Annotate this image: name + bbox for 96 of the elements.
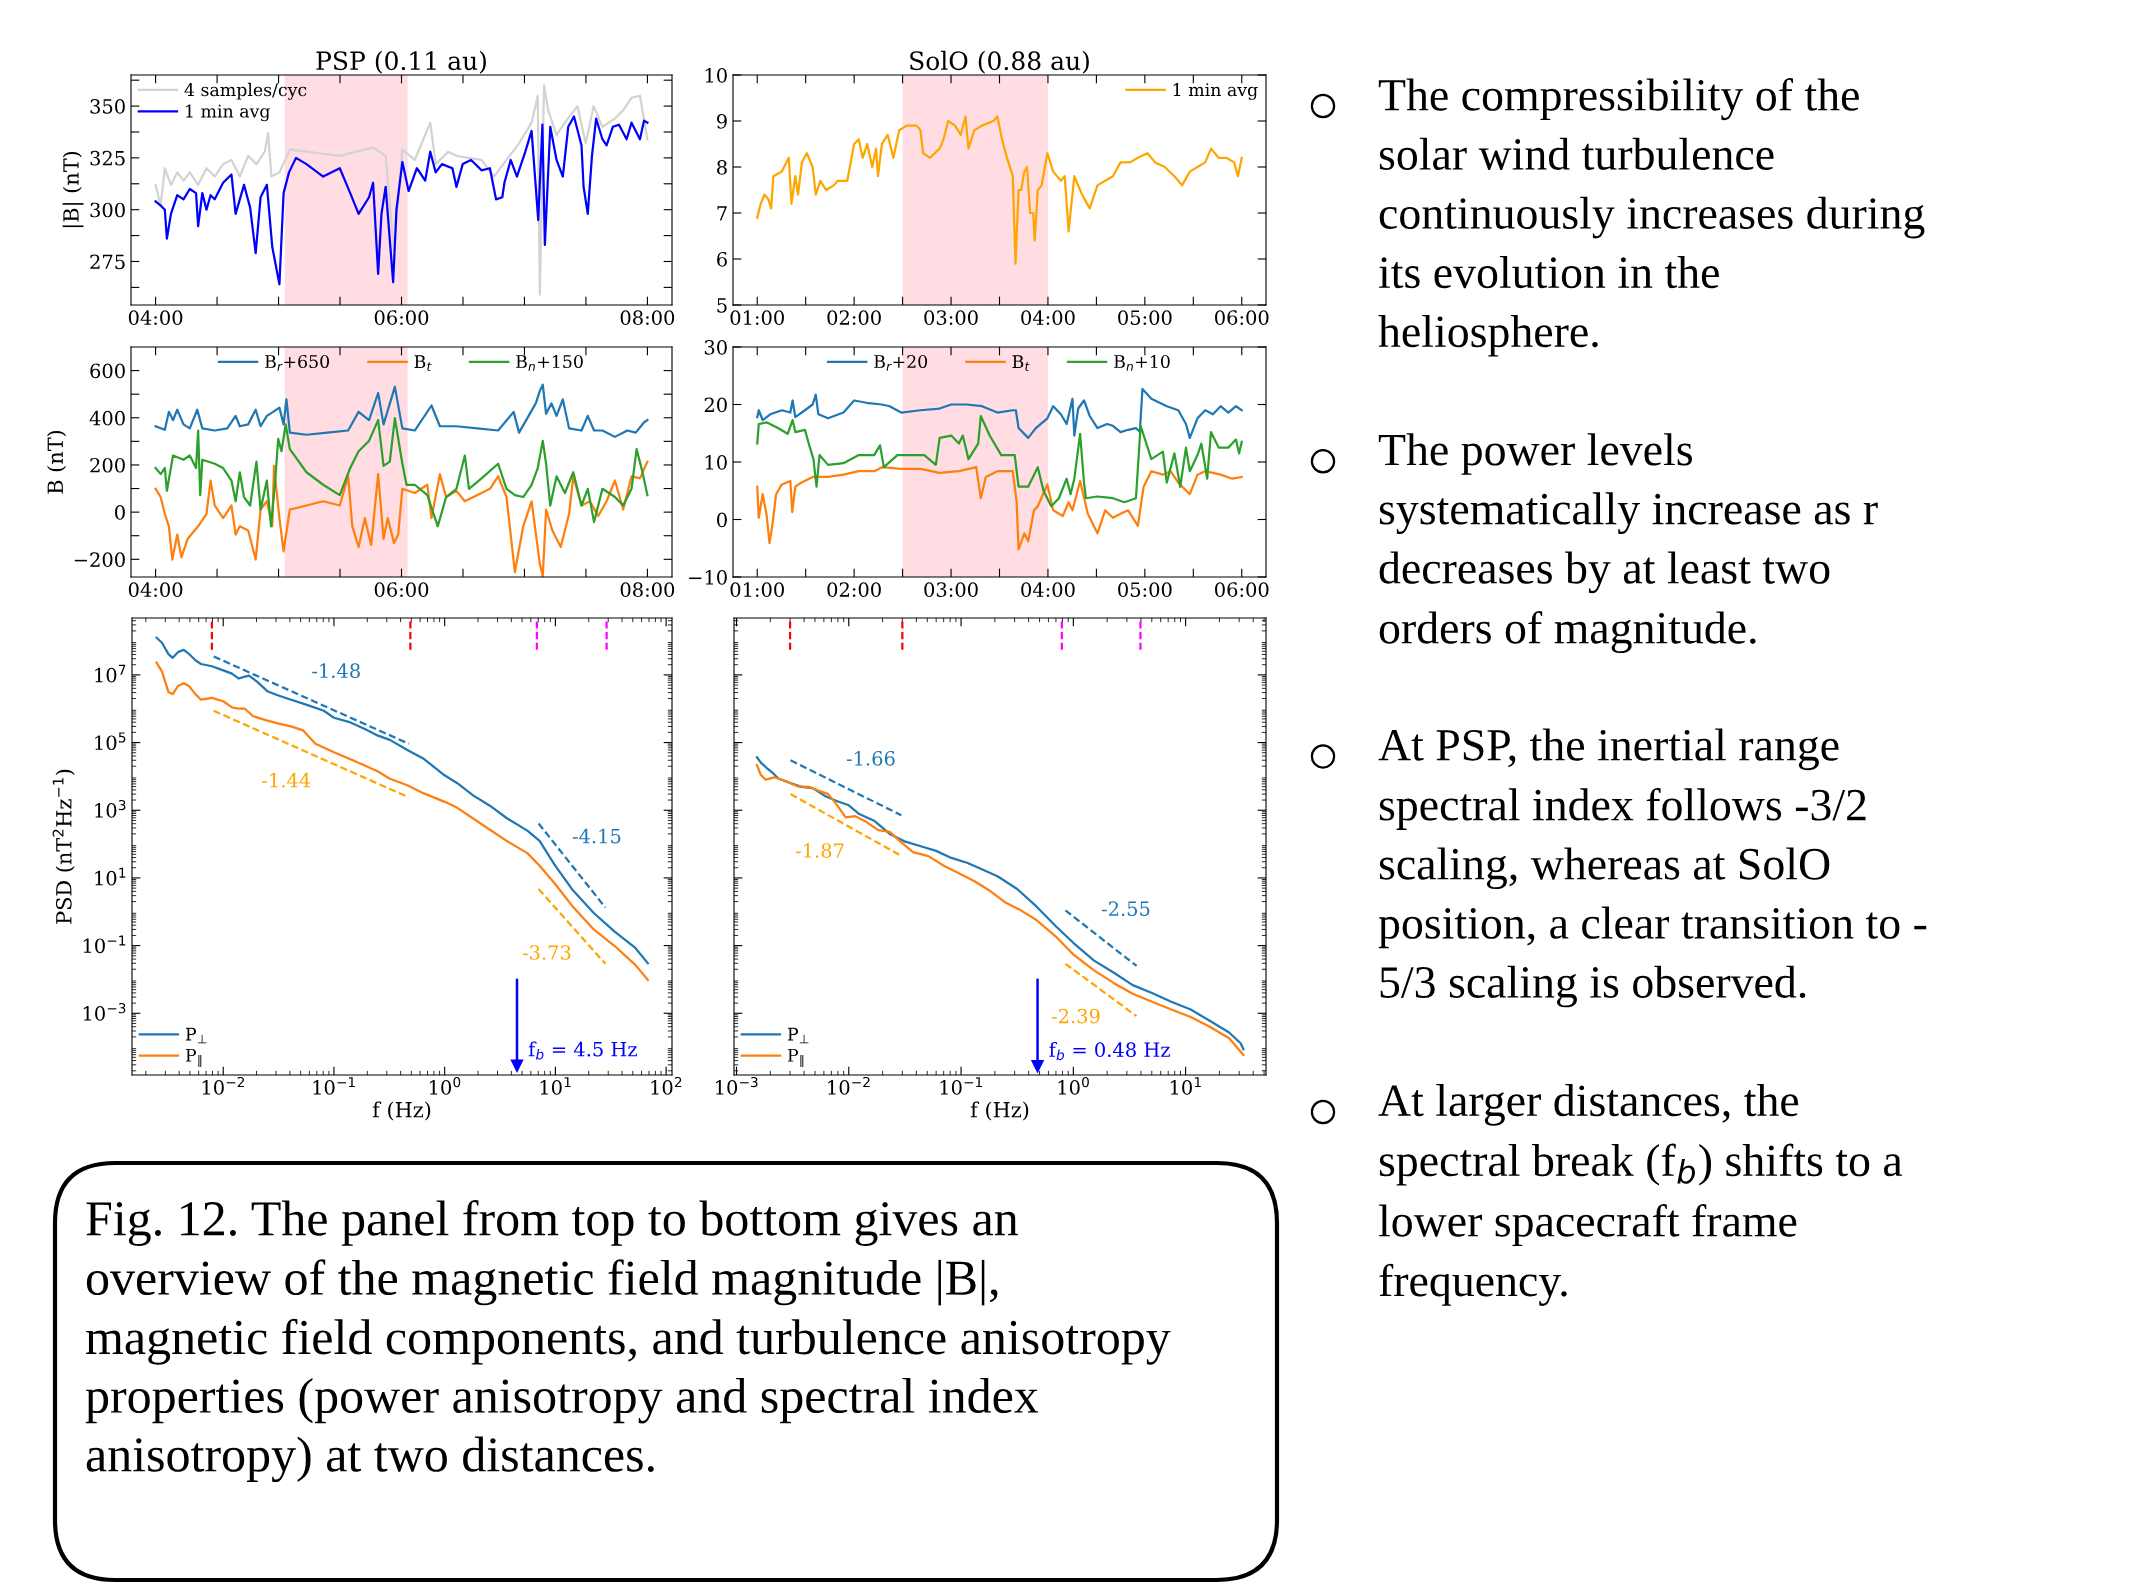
chart-title: SolO (0.88 au) [910,50,1089,74]
x-tick-label: 03:00 [924,582,978,597]
x-tick-label: 10$^{1}$ [1170,1077,1201,1095]
line-series [154,84,649,296]
x-tick-label: 10$^{0}$ [429,1076,461,1095]
legend-label: P$_{∥}$ [185,1048,202,1068]
y-tick-label: 9 [716,113,727,129]
x-tick-label: 05:00 [1118,582,1172,597]
annotation: -2.55 [1101,901,1150,917]
line-series [756,414,1243,508]
y-tick-label: 7 [717,206,727,221]
chart-title: PSP (0.11 au) [316,50,486,74]
x-tick-label: 01:00 [730,310,784,325]
legend-label: B$_{n}$+10 [1114,354,1170,371]
y-tick-label: 400 [89,410,125,426]
annotation: -1.44 [262,772,311,788]
x-tick-label: 04:00 [1021,310,1075,325]
x-tick-label: 10$^{−1}$ [313,1077,355,1095]
x-tick-label: 08:00 [620,310,675,325]
x-tick-label: 10$^{−2}$ [828,1076,870,1095]
legend-label: B$_{r}$+650 [265,354,330,371]
legend-label: P$_{⊥}$ [787,1027,809,1044]
x-tick-label: 06:00 [1215,310,1269,325]
y-tick-label: 10 [705,67,727,83]
text: The compressibility of the solar wind turbulence continuously increases during its evolution in the heliosphere. [1378,78,1925,357]
y-tick-label: 6 [717,251,727,267]
legend-label: B$_{t}$ [414,355,432,371]
y-tick-label: 200 [90,457,125,473]
x-tick-label: 10$^{−2}$ [202,1076,245,1095]
series-label: f$_{b}$ = 4.5 Hz [528,1041,637,1060]
legend-label: P$_{∥}$ [787,1048,804,1068]
annotation: -1.48 [312,663,360,679]
line-series [756,387,1243,439]
text: The power levels systematically increase as r decreases by at least two orders of magnitude. [1378,433,1878,654]
legend-label: B$_{n}$+150 [516,354,583,371]
y-tick-label: 350 [90,99,125,114]
x-axis-title: f (Hz) [372,1101,431,1121]
y-tick-label: 600 [90,363,125,379]
y-tick-label: 0 [115,505,125,520]
x-tick-label: 03:00 [924,310,978,325]
annotation: -2.39 [1051,1008,1100,1024]
y-tick-label: 10$^{−3}$ [83,1002,126,1021]
x-tick-label: 04:00 [128,310,183,325]
line-series [154,416,649,528]
caption: Fig. 12. The panel from top to bottom gives an overview of the magnetic field magnitude |B|, magnetic field components, and turbulence anisotropy properties (power anisotropy and spectral index anisotropy) at two distances. [85,1200,1171,1483]
annotation: -1.87 [795,843,844,858]
y-tick-label: −200 [74,552,125,567]
x-tick-label: 04:00 [1021,582,1075,597]
y-tick-label: −10 [689,569,727,585]
y-tick-label: 325 [90,150,125,166]
y-tick-label: 10$^{5}$ [95,732,126,751]
x-tick-label: 02:00 [827,310,881,325]
x-axis-title: f (Hz) [970,1101,1029,1121]
legend-label: 1 min avg [1173,83,1258,100]
y-tick-label: 0 [717,512,727,528]
y-tick-label: 10$^{−1}$ [83,935,126,954]
x-tick-label: 05:00 [1118,310,1172,325]
y-tick-label: 20 [704,397,727,413]
y-tick-label: 10$^{3}$ [95,799,126,818]
x-tick-label: 08:00 [620,582,675,597]
y-tick-label: 30 [704,339,727,355]
line-series [756,466,1243,551]
legend-label: 4 samples/cyc [184,82,307,100]
x-tick-label: 06:00 [1215,582,1269,597]
x-tick-label: 10$^{2}$ [651,1076,682,1095]
annotation: -4.15 [572,828,621,844]
x-tick-label: 06:00 [374,310,429,325]
y-axis-title: |B| (nT) [62,151,84,228]
y-tick-label: 5 [717,298,727,313]
x-tick-label: 10$^{1}$ [540,1077,571,1095]
text: At larger distances, the spectral break (f$_{b}$) shifts to a lower spacecraft frame frequency. [1378,1084,1903,1306]
legend-label: B$_{t}$ [1012,355,1030,371]
y-tick-label: 275 [90,254,125,270]
x-tick-label: 01:00 [730,582,784,597]
y-tick-label: 10$^{7}$ [95,664,126,683]
legend-label: P$_{⊥}$ [185,1027,207,1044]
x-tick-label: 02:00 [827,582,881,597]
x-tick-label: 10$^{0}$ [1058,1076,1089,1095]
x-tick-label: 04:00 [128,582,183,597]
text: At PSP, the inertial range spectral index follows -3/2 scaling, whereas at SolO position, a clear transition to - 5/3 scaling is observed. [1378,728,1927,1008]
y-axis-title: PSD (nT$^{2}$Hz$^{−1}$) [52,769,75,924]
line-series [154,383,649,438]
annotation: -3.73 [522,945,571,960]
x-tick-label: 10$^{−1}$ [940,1077,982,1095]
y-axis-title: B (nT) [47,430,67,494]
x-tick-label: 06:00 [374,582,429,597]
y-tick-label: 8 [717,159,727,175]
y-tick-label: 300 [90,202,125,218]
y-tick-label: 10 [705,454,727,470]
annotation: -1.66 [846,750,895,766]
line-series [756,115,1243,265]
line-series [154,460,649,577]
series-label: f$_{b}$ = 0.48 Hz [1049,1041,1170,1061]
legend-label: 1 min avg [186,104,270,122]
y-tick-label: 10$^{1}$ [95,867,126,886]
legend-label: B$_{r}$+20 [874,354,928,371]
